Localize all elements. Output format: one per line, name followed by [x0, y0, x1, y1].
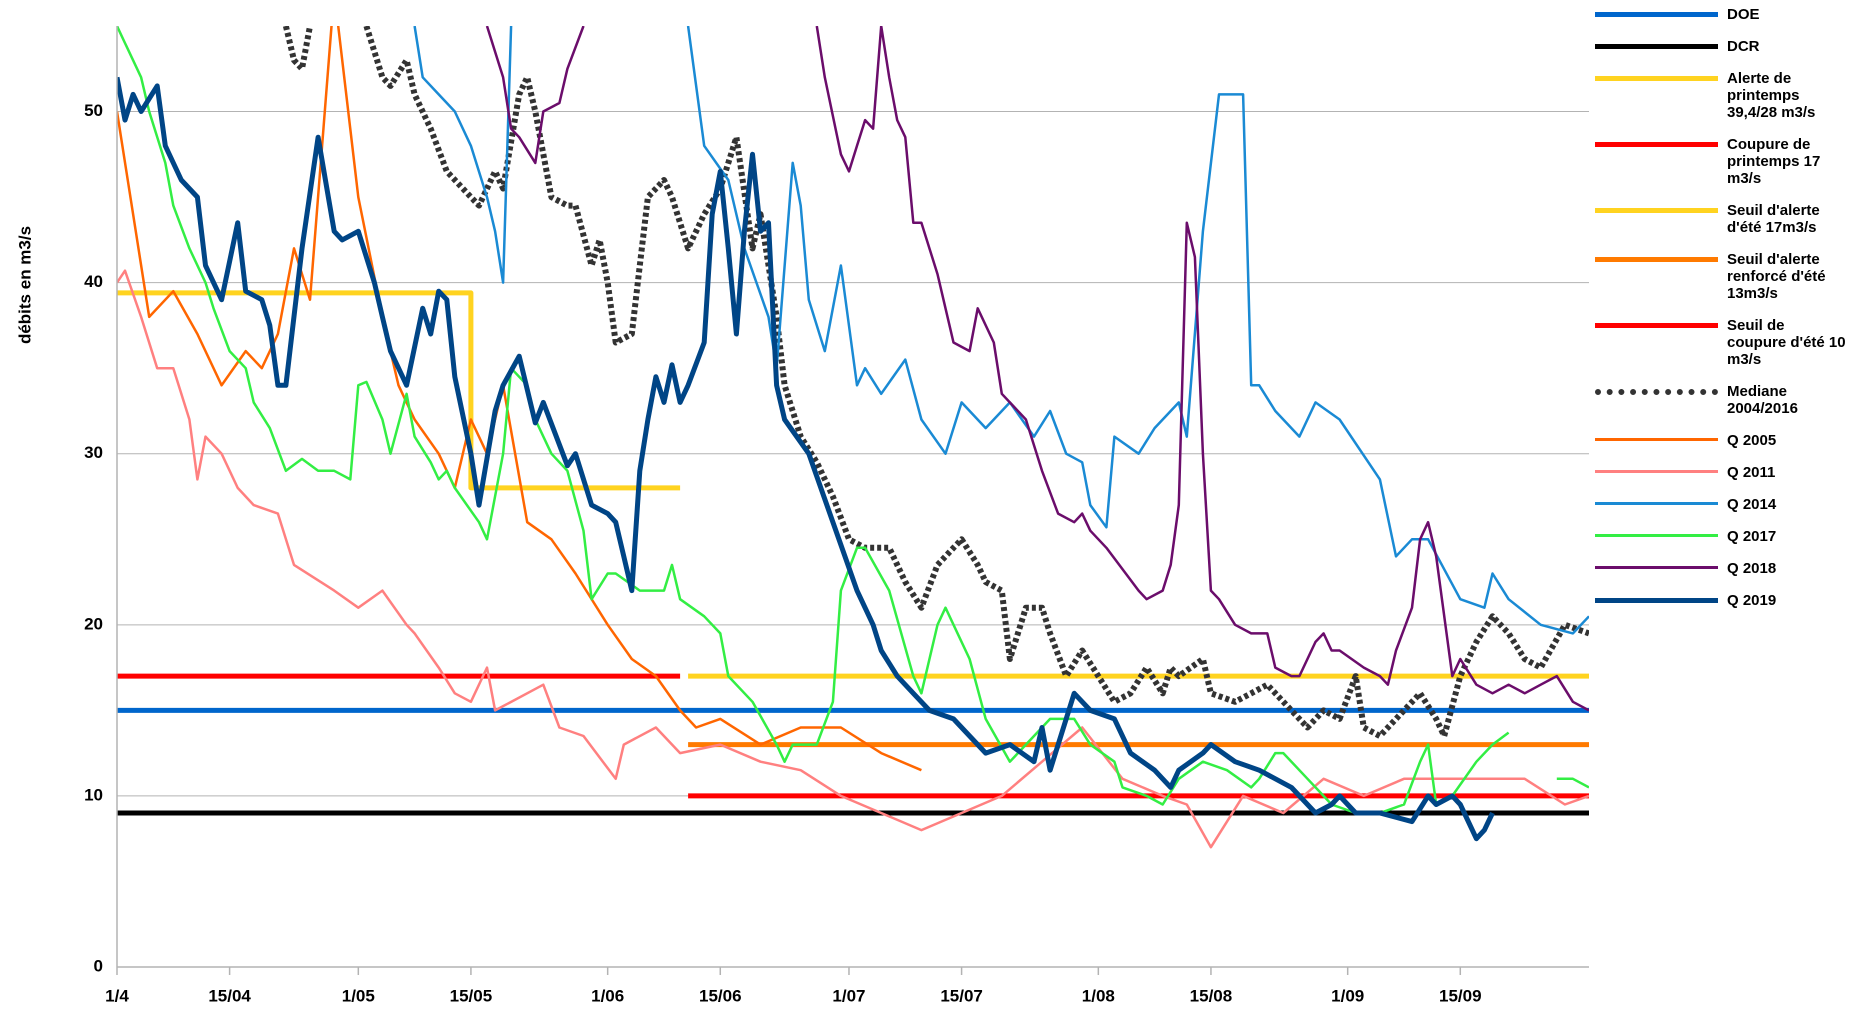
- x-tick-label: 15/07: [940, 986, 983, 1005]
- x-tick-label: 15/05: [450, 986, 493, 1005]
- legend-swatch: [1595, 142, 1718, 147]
- legend-entry: Coupure de printemps 17 m3/s: [1595, 136, 1850, 187]
- legend-swatch: [1595, 389, 1718, 395]
- legend-swatch: [1595, 257, 1718, 262]
- y-axis-title: débits en m3/s: [15, 226, 34, 344]
- legend-label: Seuil d'alerte d'été 17m3/s: [1727, 202, 1820, 236]
- legend-swatch: [1595, 76, 1718, 81]
- x-tick-label: 1/08: [1082, 986, 1115, 1005]
- legend-swatch: [1595, 502, 1718, 505]
- y-tick-label: 0: [94, 956, 103, 975]
- legend-entry: Q 2005: [1595, 432, 1850, 449]
- series-line: [485, 26, 1589, 712]
- legend-swatch: [1595, 12, 1718, 17]
- x-tick-label: 1/06: [591, 986, 624, 1005]
- legend-entry: Seuil de coupure d'été 10 m3/s: [1595, 317, 1850, 368]
- legend-swatch: [1595, 438, 1718, 441]
- legend-label: Seuil d'alerte renforcé d'été 13m3/s: [1727, 251, 1826, 302]
- legend-label: Q 2017: [1727, 528, 1777, 545]
- y-tick-label: 40: [84, 272, 103, 291]
- legend-label: Coupure de printemps 17 m3/s: [1727, 136, 1821, 187]
- legend-entry: Seuil d'alerte renforcé d'été 13m3/s: [1595, 251, 1850, 302]
- x-tick-label: 1/07: [832, 986, 865, 1005]
- y-tick-label: 50: [84, 101, 103, 120]
- legend: DOE DCR Alerte de printemps 39,4/28 m3/s Co…: [1595, 6, 1850, 624]
- legend-label: Q 2014: [1727, 496, 1777, 513]
- legend-label: Alerte de printemps 39,4/28 m3/s: [1727, 70, 1816, 121]
- legend-entry: Q 2018: [1595, 560, 1850, 577]
- y-tick-label: 30: [84, 443, 103, 462]
- legend-label: Q 2011: [1727, 464, 1776, 481]
- x-tick-label: 1/05: [342, 986, 375, 1005]
- series-line: [117, 290, 681, 491]
- legend-label: Q 2005: [1727, 432, 1777, 449]
- x-tick-label: 15/08: [1190, 986, 1233, 1005]
- legend-swatch: [1595, 598, 1718, 603]
- legend-entry: Q 2019: [1595, 592, 1850, 609]
- plot-lines: [117, 26, 1589, 849]
- y-tick-label: 20: [84, 614, 103, 633]
- legend-entry: Q 2014: [1595, 496, 1850, 513]
- grid: 0 10 20 30 40 50 1/4 15/04 1/05 15/05 1/06 15/06 1/0…: [84, 101, 1589, 1005]
- legend-label: DOE: [1727, 6, 1760, 23]
- legend-swatch: [1595, 566, 1718, 569]
- series-line: [117, 26, 922, 772]
- legend-swatch: [1595, 44, 1718, 49]
- x-tick-label: 1/4: [105, 986, 129, 1005]
- legend-entry: Q 2011: [1595, 464, 1850, 481]
- legend-swatch: [1595, 208, 1718, 213]
- legend-label: Q 2019: [1727, 592, 1777, 609]
- series-line: [282, 26, 1589, 739]
- legend-entry: Alerte de printemps 39,4/28 m3/s: [1595, 70, 1850, 121]
- x-tick-label: 15/06: [699, 986, 742, 1005]
- legend-swatch: [1595, 534, 1718, 537]
- legend-label: Seuil de coupure d'été 10 m3/s: [1727, 317, 1846, 368]
- y-tick-label: 10: [84, 785, 103, 804]
- legend-label: Q 2018: [1727, 560, 1777, 577]
- series-line: [117, 76, 1495, 842]
- legend-swatch: [1595, 323, 1718, 328]
- series-line: [117, 26, 1589, 815]
- legend-entry: Q 2017: [1595, 528, 1850, 545]
- legend-entry: Seuil d'alerte d'été 17m3/s: [1595, 202, 1850, 236]
- x-tick-label: 1/09: [1331, 986, 1364, 1005]
- series-line: [413, 26, 1589, 635]
- legend-entry: DOE: [1595, 6, 1850, 23]
- legend-label: Mediane 2004/2016: [1727, 383, 1798, 417]
- x-tick-label: 15/09: [1439, 986, 1482, 1005]
- series-line: [117, 269, 1589, 849]
- legend-entry: DCR: [1595, 38, 1850, 55]
- legend-label: DCR: [1727, 38, 1760, 55]
- x-tick-label: 15/04: [208, 986, 251, 1005]
- legend-entry: Mediane 2004/2016: [1595, 383, 1850, 417]
- legend-swatch: [1595, 470, 1718, 473]
